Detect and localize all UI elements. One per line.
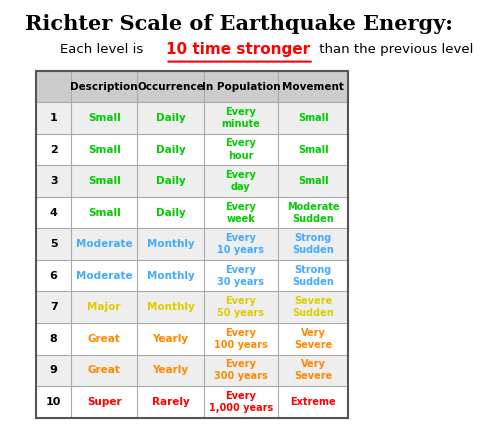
Text: Every
50 years: Every 50 years bbox=[218, 296, 265, 318]
Text: Major: Major bbox=[88, 302, 121, 312]
Text: Great: Great bbox=[88, 365, 121, 375]
Text: Every
hour: Every hour bbox=[225, 139, 256, 161]
Text: Strong
Sudden: Strong Sudden bbox=[292, 233, 334, 255]
Text: Small: Small bbox=[298, 113, 328, 123]
Text: Monthly: Monthly bbox=[147, 239, 195, 249]
Text: than the previous level: than the previous level bbox=[315, 43, 473, 56]
Text: Movement: Movement bbox=[282, 82, 344, 92]
Text: Every
300 years: Every 300 years bbox=[214, 359, 268, 382]
Text: Extreme: Extreme bbox=[290, 397, 336, 407]
FancyBboxPatch shape bbox=[36, 291, 348, 323]
Text: Richter Scale of Earthquake Energy:: Richter Scale of Earthquake Energy: bbox=[25, 14, 453, 34]
Text: 8: 8 bbox=[50, 334, 57, 344]
Text: Each level is: Each level is bbox=[60, 43, 147, 56]
Text: Small: Small bbox=[298, 145, 328, 155]
Text: Monthly: Monthly bbox=[147, 302, 195, 312]
FancyBboxPatch shape bbox=[36, 103, 348, 134]
FancyBboxPatch shape bbox=[36, 386, 348, 418]
Text: 10: 10 bbox=[46, 397, 61, 407]
FancyBboxPatch shape bbox=[36, 229, 348, 260]
FancyBboxPatch shape bbox=[36, 71, 348, 103]
Text: Super: Super bbox=[87, 397, 122, 407]
Text: Every
10 years: Every 10 years bbox=[218, 233, 265, 255]
FancyBboxPatch shape bbox=[36, 260, 348, 291]
Text: 1: 1 bbox=[50, 113, 57, 123]
Text: Every
30 years: Every 30 years bbox=[218, 265, 265, 287]
Text: 2: 2 bbox=[50, 145, 57, 155]
Text: Moderate: Moderate bbox=[76, 271, 133, 281]
Text: In Population: In Population bbox=[201, 82, 280, 92]
Text: 4: 4 bbox=[49, 208, 58, 218]
Text: Every
minute: Every minute bbox=[221, 107, 260, 129]
Text: Great: Great bbox=[88, 334, 121, 344]
Text: Small: Small bbox=[88, 113, 121, 123]
Text: Occurrence: Occurrence bbox=[137, 82, 204, 92]
Text: Yearly: Yearly bbox=[152, 334, 189, 344]
FancyBboxPatch shape bbox=[36, 197, 348, 229]
Text: 10 time stronger: 10 time stronger bbox=[166, 42, 310, 57]
Text: 3: 3 bbox=[50, 176, 57, 186]
Text: Rarely: Rarely bbox=[151, 397, 189, 407]
Text: Daily: Daily bbox=[155, 113, 185, 123]
Text: Every
100 years: Every 100 years bbox=[214, 328, 268, 350]
Text: Every
day: Every day bbox=[225, 170, 256, 192]
Text: Moderate: Moderate bbox=[76, 239, 133, 249]
Text: 9: 9 bbox=[49, 365, 58, 375]
Text: Small: Small bbox=[298, 176, 328, 186]
Text: 5: 5 bbox=[50, 239, 57, 249]
Text: Daily: Daily bbox=[155, 145, 185, 155]
Text: Monthly: Monthly bbox=[147, 271, 195, 281]
Text: Moderate
Sudden: Moderate Sudden bbox=[287, 201, 340, 224]
Text: Strong
Sudden: Strong Sudden bbox=[292, 265, 334, 287]
Text: Small: Small bbox=[88, 145, 121, 155]
Text: Description: Description bbox=[71, 82, 138, 92]
Text: Daily: Daily bbox=[155, 208, 185, 218]
Text: Small: Small bbox=[88, 208, 121, 218]
Text: Very
Severe: Very Severe bbox=[294, 328, 332, 350]
Text: Small: Small bbox=[88, 176, 121, 186]
Text: 6: 6 bbox=[49, 271, 58, 281]
Text: Every
week: Every week bbox=[225, 201, 256, 224]
Text: Daily: Daily bbox=[155, 176, 185, 186]
Text: 7: 7 bbox=[50, 302, 57, 312]
FancyBboxPatch shape bbox=[36, 354, 348, 386]
FancyBboxPatch shape bbox=[36, 165, 348, 197]
Text: Severe
Sudden: Severe Sudden bbox=[292, 296, 334, 318]
FancyBboxPatch shape bbox=[36, 323, 348, 354]
Text: Yearly: Yearly bbox=[152, 365, 189, 375]
FancyBboxPatch shape bbox=[36, 134, 348, 165]
Text: Every
1,000 years: Every 1,000 years bbox=[209, 391, 273, 413]
Text: Very
Severe: Very Severe bbox=[294, 359, 332, 382]
